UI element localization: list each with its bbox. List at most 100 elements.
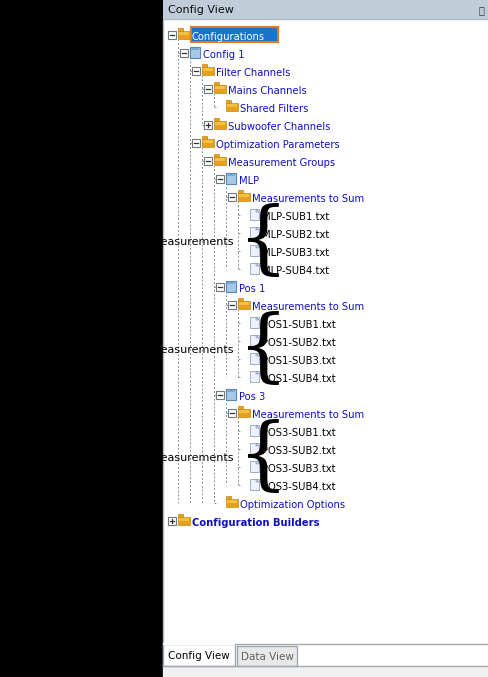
Bar — [214, 118, 219, 121]
Text: Measurements: Measurements — [151, 453, 234, 463]
Text: POS3-SUB1.txt: POS3-SUB1.txt — [262, 428, 335, 438]
Bar — [239, 194, 248, 197]
Bar — [203, 157, 212, 165]
Bar — [238, 190, 243, 193]
Text: MLP-SUB1.txt: MLP-SUB1.txt — [262, 212, 328, 222]
Bar — [225, 173, 236, 184]
Polygon shape — [256, 209, 259, 212]
Bar — [225, 281, 236, 292]
Text: POS1-SUB4.txt: POS1-SUB4.txt — [262, 374, 335, 384]
Bar — [178, 517, 190, 525]
Bar — [249, 209, 259, 220]
Bar — [180, 49, 187, 57]
Bar — [238, 406, 243, 409]
Text: Measurements: Measurements — [151, 345, 234, 355]
Bar — [178, 514, 183, 517]
Bar — [227, 193, 236, 201]
Bar — [216, 283, 224, 291]
Polygon shape — [256, 317, 259, 320]
Bar — [238, 409, 249, 417]
Bar — [215, 86, 224, 89]
Bar — [203, 68, 213, 71]
Polygon shape — [256, 263, 259, 266]
Bar — [214, 154, 219, 157]
Text: Config 1: Config 1 — [203, 50, 244, 60]
Bar — [214, 121, 225, 129]
Text: POS1-SUB1.txt: POS1-SUB1.txt — [262, 320, 335, 330]
Text: Optimization Options: Optimization Options — [240, 500, 345, 510]
Text: Measurements to Sum: Measurements to Sum — [251, 194, 364, 204]
Bar — [0, 0, 163, 677]
Bar — [238, 193, 249, 201]
Bar — [249, 443, 259, 454]
Bar — [226, 390, 235, 392]
Bar — [226, 282, 235, 284]
Text: Measurements: Measurements — [151, 237, 234, 247]
Bar — [238, 301, 249, 309]
Bar — [214, 82, 219, 85]
Bar — [214, 157, 225, 165]
Bar — [168, 517, 176, 525]
Polygon shape — [256, 479, 259, 482]
Text: Configuration Builders: Configuration Builders — [192, 518, 319, 528]
Text: Measurement Groups: Measurement Groups — [227, 158, 334, 168]
Text: POS1-SUB3.txt: POS1-SUB3.txt — [262, 356, 335, 366]
Text: Pos 1: Pos 1 — [239, 284, 265, 294]
Bar — [179, 518, 189, 521]
Bar — [227, 301, 236, 309]
Text: MLP-SUB3.txt: MLP-SUB3.txt — [262, 248, 328, 258]
Bar — [249, 263, 259, 274]
Text: Mains Channels: Mains Channels — [227, 86, 306, 96]
Text: Shared Filters: Shared Filters — [240, 104, 308, 114]
Bar — [225, 389, 236, 400]
Bar — [202, 139, 214, 147]
Bar — [163, 644, 235, 666]
Text: Measurements to Sum: Measurements to Sum — [251, 410, 364, 420]
Text: Subwoofer Channels: Subwoofer Channels — [227, 122, 330, 132]
Bar — [216, 391, 224, 399]
Text: Config View: Config View — [168, 651, 229, 661]
Bar — [163, 19, 488, 677]
Bar — [202, 64, 206, 67]
Text: Optimization Parameters: Optimization Parameters — [216, 140, 339, 150]
Bar — [249, 479, 259, 490]
Text: POS3-SUB3.txt: POS3-SUB3.txt — [262, 464, 335, 474]
Text: POS1-SUB2.txt: POS1-SUB2.txt — [262, 338, 335, 348]
Bar — [202, 67, 214, 75]
Text: POS3-SUB2.txt: POS3-SUB2.txt — [262, 446, 335, 456]
Bar — [238, 298, 243, 301]
Bar — [225, 103, 238, 111]
Text: ⎺: ⎺ — [477, 5, 483, 15]
Text: MLP-SUB4.txt: MLP-SUB4.txt — [262, 266, 328, 276]
Bar — [178, 31, 190, 39]
Text: MLP-SUB2.txt: MLP-SUB2.txt — [262, 230, 328, 240]
Bar — [163, 0, 488, 19]
Text: Filter Channels: Filter Channels — [216, 68, 290, 78]
Bar — [203, 85, 212, 93]
Bar — [215, 122, 224, 125]
Polygon shape — [256, 461, 259, 464]
Text: POS3-SUB4.txt: POS3-SUB4.txt — [262, 482, 335, 492]
Bar — [192, 139, 200, 147]
Bar — [249, 461, 259, 472]
Bar — [225, 496, 230, 499]
Bar — [163, 666, 488, 677]
Bar — [191, 48, 199, 50]
Bar — [203, 121, 212, 129]
Bar — [249, 425, 259, 436]
Bar — [202, 136, 206, 139]
Bar — [227, 409, 236, 417]
Text: Configurations: Configurations — [192, 32, 264, 42]
Bar — [249, 317, 259, 328]
Bar — [239, 410, 248, 413]
Polygon shape — [256, 425, 259, 428]
Text: MLP: MLP — [239, 176, 259, 186]
Bar — [239, 302, 248, 305]
Bar — [225, 499, 238, 507]
Bar — [249, 227, 259, 238]
Bar — [168, 31, 176, 39]
Bar — [237, 646, 296, 666]
Bar — [226, 174, 235, 176]
Polygon shape — [256, 371, 259, 374]
Polygon shape — [256, 353, 259, 356]
